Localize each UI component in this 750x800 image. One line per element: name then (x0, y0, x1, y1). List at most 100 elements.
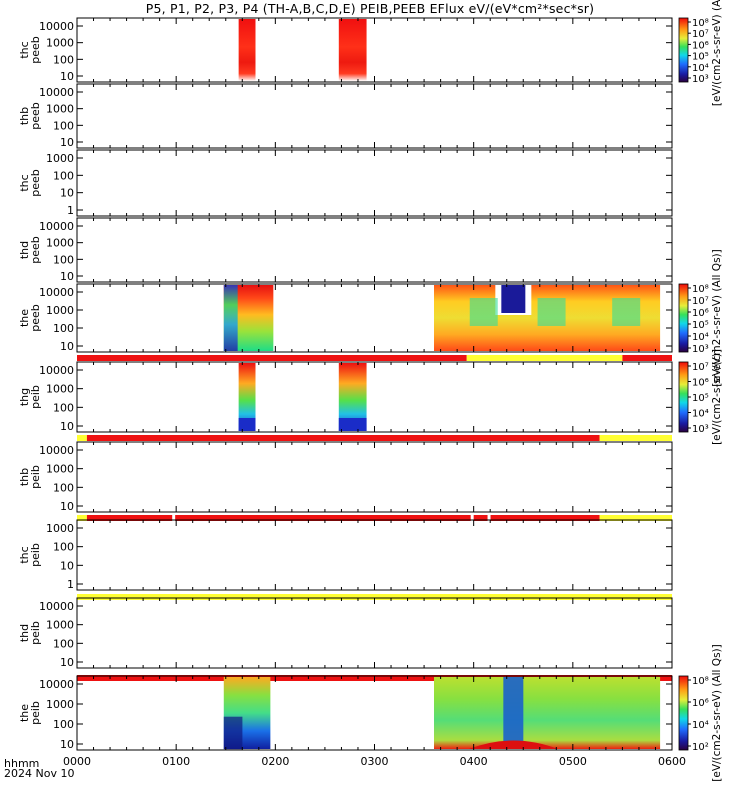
spectrogram-block (434, 677, 661, 749)
colorbar-tick-label: 10⁵ (692, 52, 709, 63)
y-axis-label: peeb (29, 304, 42, 332)
y-tick-label: 10000 (39, 286, 74, 299)
panel-frame (76, 519, 673, 591)
y-tick-label: 1000 (46, 619, 74, 632)
y-axis-label: thd (18, 241, 31, 259)
colorbar-tick-label: 10⁴ (692, 720, 709, 731)
status-bar-segment (599, 435, 672, 441)
colorbar-label: [eV/(cm2-s-sr-eV) (All Qs)] (711, 644, 723, 781)
status-bar-segment (599, 515, 672, 521)
spectrogram-block (238, 19, 256, 81)
x-tick-label: 0000 (63, 755, 91, 768)
spectrogram-detail (612, 298, 641, 326)
y-tick-label: 1000 (46, 522, 74, 535)
y-tick-label: 10000 (39, 600, 74, 613)
y-axis-label: peib (29, 465, 42, 489)
y-axis-label: thg (18, 388, 31, 406)
y-tick-label: 1000 (46, 152, 74, 165)
colorbar-tick-label: 10⁶ (692, 40, 709, 51)
spectrogram-detail (537, 298, 566, 326)
y-tick-label: 100 (53, 53, 74, 66)
colorbar: 10⁷ 10⁶ 10⁵ 10⁴ 10³ [eV/(cm2-s-sr-eV)] (678, 349, 723, 445)
y-tick-label: 100 (53, 481, 74, 494)
y-axis-label: peeb (29, 102, 42, 130)
panel-frame (76, 149, 673, 217)
x-tick-label: 0500 (559, 755, 587, 768)
y-tick-label: 100 (53, 541, 74, 554)
y-axis-label: peeb (29, 36, 42, 64)
y-tick-label: 100 (53, 637, 74, 650)
status-bar-segment (490, 515, 600, 521)
x-axis-label-date: 2024 Nov 10 (4, 767, 75, 780)
x-axis: 0000 0100 0200 0300 0400 0500 0600 (63, 755, 686, 768)
colorbar-tick-label: 10⁴ (692, 409, 709, 420)
y-tick-label: 1 (67, 578, 74, 591)
y-tick-label: 10 (60, 500, 74, 513)
y-tick-label: 1 (67, 204, 74, 217)
status-bar-segment (77, 515, 87, 521)
colorbar-tick-label: 10⁸ (692, 18, 709, 29)
y-tick-label: 10 (60, 187, 74, 200)
panel-frame (76, 597, 673, 669)
spectrogram-detail (469, 298, 498, 326)
x-tick-label: 0100 (162, 755, 190, 768)
y-tick-label: 10000 (39, 444, 74, 457)
colorbar-tick-label: 10⁷ (692, 362, 709, 373)
panel-frame (76, 361, 673, 433)
y-tick-label: 10000 (39, 220, 74, 233)
colorbar-tick-label: 10⁷ (692, 29, 709, 40)
y-axis-label: peib (29, 621, 42, 645)
y-tick-label: 100 (53, 253, 74, 266)
colorbar-tick-label: 10³ (692, 74, 709, 85)
panel-frame (76, 441, 673, 513)
y-tick-label: 10000 (39, 364, 74, 377)
y-tick-label: 10 (60, 420, 74, 433)
status-bar-segment (77, 355, 467, 361)
colorbar-tick-label: 10⁵ (692, 393, 709, 404)
y-tick-label: 1000 (46, 383, 74, 396)
y-tick-label: 100 (53, 169, 74, 182)
spectrogram-block (338, 19, 367, 81)
colorbar-scale (678, 283, 689, 353)
colorbar-tick-label: 10³ (692, 424, 709, 435)
spectrogram-detail (338, 418, 367, 431)
y-axis-label: thc (18, 174, 31, 191)
status-bar-segment (86, 435, 600, 441)
y-tick-label: 1000 (46, 103, 74, 116)
colorbar-tick-label: 10⁶ (692, 378, 709, 389)
y-tick-label: 10000 (39, 678, 74, 691)
panel-frame (76, 17, 673, 83)
colorbar-tick-label: 10⁴ (692, 332, 709, 343)
y-tick-label: 10000 (39, 86, 74, 99)
panels-group: 10000100010010thcpeeb10000100010010thbpe… (18, 17, 686, 768)
status-bar-segment (86, 515, 173, 521)
y-axis-label: peeb (29, 169, 42, 197)
y-axis-label: peib (29, 701, 42, 725)
y-tick-label: 10 (60, 738, 74, 751)
panel-frame (76, 217, 673, 283)
y-axis-label: thb (18, 107, 31, 125)
colorbar-label: [eV/(cm2-s-sr-eV) (All (711, 0, 723, 106)
status-bar-segment (77, 594, 672, 600)
y-tick-label: 100 (53, 718, 74, 731)
x-tick-label: 0200 (261, 755, 289, 768)
y-tick-label: 10 (60, 559, 74, 572)
x-tick-label: 0400 (460, 755, 488, 768)
y-tick-label: 1000 (46, 463, 74, 476)
colorbar-scale (678, 675, 689, 751)
colorbar: 10⁸ 10⁶ 10⁴ 10² [eV/(cm2-s-sr-eV) (All Qs)] (678, 644, 723, 782)
y-tick-label: 10000 (39, 20, 74, 33)
spectrogram-detail (503, 677, 524, 749)
spectrogram-detail (501, 285, 526, 313)
